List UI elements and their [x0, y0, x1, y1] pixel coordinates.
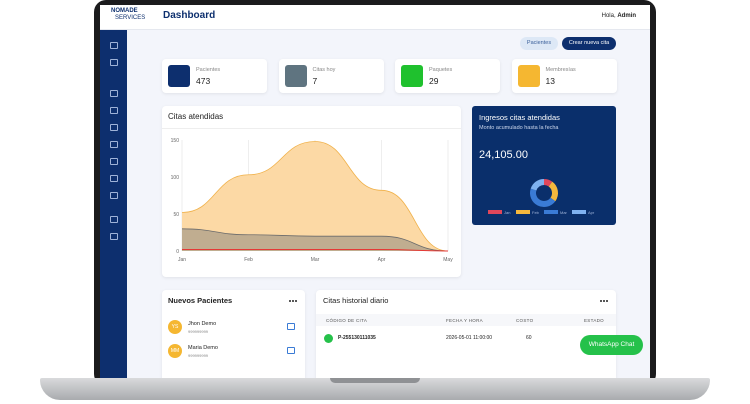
topbar: NOMADE SERVICES Dashboard Hola, Admin [100, 5, 650, 30]
y-tick-label: 50 [173, 212, 179, 218]
legend-swatch [488, 210, 502, 214]
whatsapp-icon [324, 334, 333, 343]
mail-icon [287, 347, 295, 354]
avatar: MM [168, 344, 182, 358]
x-tick-label: Feb [244, 257, 253, 263]
table-cell: P-255130111035 [338, 335, 376, 341]
donut-segment [543, 179, 553, 187]
area [182, 228, 448, 251]
stat-icon [168, 65, 190, 87]
series-line [181, 228, 449, 252]
revenue-title: Ingresos citas atendidas [479, 113, 560, 122]
donut-segment [530, 179, 545, 191]
greeting: Hola, Admin [602, 13, 636, 19]
stat-label: Paquetes [429, 67, 453, 73]
patients-title: Nuevos Pacientes [168, 296, 233, 305]
new-appointment-button[interactable]: Crear nueva cita [562, 37, 616, 50]
logo: NOMADE SERVICES [111, 8, 145, 22]
y-tick-label: 100 [171, 175, 180, 181]
stat-label: Pacientes [196, 67, 221, 73]
stat-icon [284, 65, 307, 87]
donut-chart: Jan Feb Mar Apr [488, 179, 595, 215]
logo-top: NOMADE [111, 8, 138, 14]
whatsapp-button[interactable]: WhatsApp Chat [580, 335, 643, 355]
legend-swatch [572, 210, 586, 214]
series-line [182, 249, 449, 252]
x-tick-label: Jan [178, 257, 186, 263]
table-cell: 60 [526, 335, 532, 341]
series-line [181, 141, 449, 252]
donut-segment [530, 188, 556, 207]
y-tick-label: 0 [176, 249, 179, 255]
stat-icon [401, 65, 423, 87]
stat-card: Citas hoy 7 [278, 59, 384, 93]
column-header: FECHA Y HORA [446, 318, 483, 323]
x-tick-label: Apr [378, 257, 386, 263]
avatar: YS [168, 320, 182, 334]
y-tick-label: 150 [171, 138, 180, 144]
table-cell: 2026-05-01 11:00:00 [446, 335, 493, 341]
stat-card: Pacientes 473 [162, 59, 267, 93]
revenue-card: Ingresos citas atendidas Monto acumulado… [472, 106, 616, 225]
screen: NOMADE SERVICES Dashboard Hola, Admin Pac… [100, 5, 650, 379]
stat-card: Paquetes 29 [395, 59, 500, 93]
chart-panel: Citas atendidas 0 50 100 150 Jan Feb Mar Apr May [162, 106, 461, 277]
history-title: Citas historial diario [323, 296, 389, 305]
user-name: Admin [617, 13, 636, 19]
patient-phone: 999999999 [188, 329, 209, 334]
legend-label: Jan [504, 210, 510, 215]
stat-value: 7 [312, 76, 318, 86]
legend-label: Mar [560, 210, 568, 215]
revenue-amount: 24,105.00 [479, 149, 528, 161]
area-chart: 0 50 100 150 Jan Feb Mar Apr May [171, 138, 454, 263]
sidebar [100, 30, 127, 379]
logo-bottom: SERVICES [115, 15, 146, 21]
revenue-subtitle: Monto acumulado hasta la fecha [479, 125, 559, 131]
patient-name: Jhon Demo [188, 321, 217, 327]
area [182, 141, 448, 251]
legend-swatch [516, 210, 530, 214]
column-header: ESTADO [584, 318, 604, 323]
column-header: CÓDIGO DE CITA [326, 318, 368, 323]
stat-value: 13 [545, 76, 555, 86]
greeting-text: Hola, [601, 13, 616, 19]
mail-icon [287, 323, 295, 330]
stat-label: Membresías [545, 67, 576, 73]
notch [330, 378, 420, 383]
x-tick-label: Mar [311, 257, 320, 263]
page-title: Dashboard [163, 10, 216, 21]
legend-swatch [544, 210, 558, 214]
legend-label: Apr [588, 210, 595, 215]
legend-label: Feb [532, 210, 540, 215]
stat-icon [517, 65, 540, 87]
patient-phone: 999999999 [188, 353, 209, 358]
laptop-base [40, 378, 710, 400]
pacientes-button[interactable]: Pacientes [520, 37, 558, 50]
stat-label: Citas hoy [312, 67, 336, 73]
patient-name: Maria Demo [188, 345, 218, 351]
history-panel: Citas historial diario CÓDIGO DE CITA FEC… [316, 290, 616, 379]
x-tick-label: May [443, 257, 453, 263]
column-header: COSTO [516, 318, 534, 323]
stat-value: 29 [429, 76, 439, 86]
patients-panel: Nuevos Pacientes YS Jhon Demo 999999999 MM M… [162, 290, 305, 379]
chart-title: Citas atendidas [168, 112, 224, 121]
donut-segment [548, 181, 558, 202]
stat-value: 473 [196, 76, 211, 86]
stat-card: Membresías 13 [511, 59, 617, 93]
